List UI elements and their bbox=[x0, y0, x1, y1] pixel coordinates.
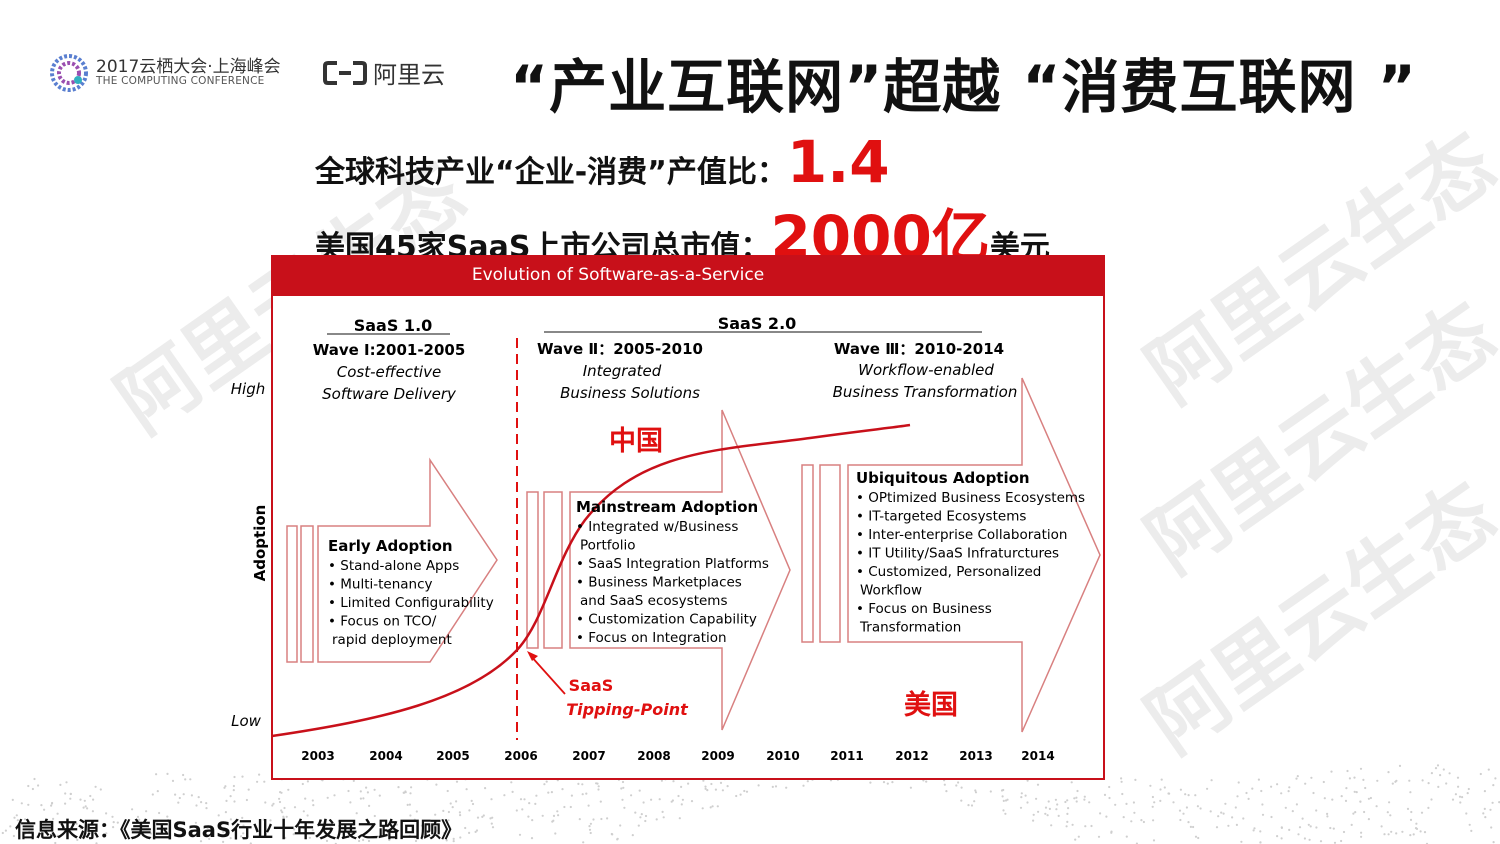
year-tick-label: 2013 bbox=[959, 749, 992, 763]
wave2-desc: Integrated bbox=[583, 362, 662, 380]
tipping-point-label-line1: SaaS bbox=[569, 676, 614, 695]
saas2-label: SaaS 2.0 bbox=[718, 314, 797, 333]
year-tick-label: 2014 bbox=[1021, 749, 1054, 763]
ubiquitous-arrow-stripe bbox=[820, 465, 840, 642]
list-item: and SaaS ecosystems bbox=[580, 593, 728, 609]
early-arrow-stripe bbox=[287, 526, 297, 662]
year-tick-label: 2003 bbox=[301, 749, 334, 763]
early-adoption-title: Early Adoption bbox=[328, 537, 453, 555]
y-axis-label: Adoption bbox=[251, 505, 269, 582]
list-item: • Focus on Integration bbox=[576, 630, 727, 646]
list-item: • Multi-tenancy bbox=[328, 577, 433, 593]
usa-label: 美国 bbox=[904, 689, 958, 721]
wave1-desc: Cost-effective bbox=[337, 363, 441, 381]
ubiquitous-arrow-stripe bbox=[802, 465, 813, 642]
early-arrow-stripe bbox=[301, 526, 313, 662]
list-item: Portfolio bbox=[580, 538, 636, 554]
list-item: Workflow bbox=[860, 583, 922, 599]
wave3-desc: Business Transformation bbox=[833, 383, 1018, 401]
wave2-desc: Business Solutions bbox=[560, 384, 700, 402]
wave2-title: Wave Ⅱ：2005-2010 bbox=[537, 340, 703, 358]
list-item: • IT-targeted Ecosystems bbox=[856, 509, 1026, 525]
year-tick-label: 2005 bbox=[436, 749, 469, 763]
list-item: • Integrated w/Business bbox=[576, 519, 738, 535]
list-item: • Focus on TCO/ bbox=[328, 614, 437, 630]
list-item: • Inter-enterprise Collaboration bbox=[856, 527, 1067, 543]
year-tick-label: 2012 bbox=[895, 749, 928, 763]
year-tick-label: 2007 bbox=[572, 749, 605, 763]
wave3-title: Wave Ⅲ：2010-2014 bbox=[834, 340, 1004, 358]
list-item: • Business Marketplaces bbox=[576, 575, 742, 591]
list-item: • IT Utility/SaaS Infraturctures bbox=[856, 546, 1059, 562]
year-tick-label: 2010 bbox=[766, 749, 799, 763]
list-item: • SaaS Integration Platforms bbox=[576, 556, 769, 572]
list-item: • Customization Capability bbox=[576, 612, 757, 628]
saas1-label: SaaS 1.0 bbox=[354, 316, 433, 335]
list-item: • Customized, Personalized bbox=[856, 564, 1041, 580]
diagram-banner-title: Evolution of Software-as-a-Service bbox=[472, 265, 764, 285]
wave3-desc: Workflow-enabled bbox=[858, 361, 994, 379]
list-item: • Stand-alone Apps bbox=[328, 558, 459, 574]
year-tick-label: 2006 bbox=[504, 749, 537, 763]
list-item: rapid deployment bbox=[332, 632, 452, 648]
list-item: • Focus on Business bbox=[856, 601, 992, 617]
ubiquitous-adoption-title: Ubiquitous Adoption bbox=[856, 469, 1030, 487]
tipping-point-label-line2: Tipping-Point bbox=[566, 700, 689, 719]
year-tick-label: 2009 bbox=[701, 749, 734, 763]
mainstream-arrow-stripe bbox=[527, 492, 538, 648]
y-axis-low: Low bbox=[231, 712, 262, 730]
source-citation: 信息来源：《美国SaaS行业十年发展之路回顾》 bbox=[15, 814, 462, 844]
wave1-desc: Software Delivery bbox=[322, 385, 457, 403]
wave1-title: Wave Ⅰ:2001-2005 bbox=[313, 341, 466, 359]
china-label: 中国 bbox=[609, 426, 663, 457]
list-item: • Limited Configurability bbox=[328, 595, 494, 611]
list-item: Transformation bbox=[859, 620, 961, 636]
year-tick-label: 2011 bbox=[830, 749, 863, 763]
y-axis-high: High bbox=[231, 380, 265, 398]
list-item: • OPtimized Business Ecosystems bbox=[856, 490, 1085, 506]
mainstream-adoption-title: Mainstream Adoption bbox=[576, 498, 758, 516]
year-tick-label: 2004 bbox=[369, 749, 402, 763]
year-tick-label: 2008 bbox=[637, 749, 670, 763]
